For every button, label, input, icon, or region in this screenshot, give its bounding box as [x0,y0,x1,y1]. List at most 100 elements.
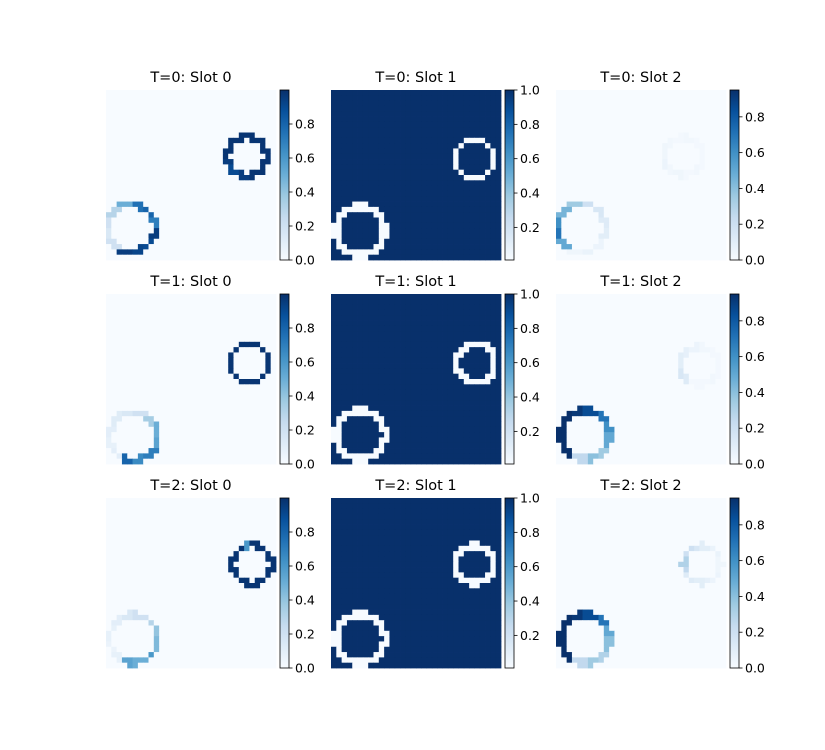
heatmap-cell [368,137,374,144]
heatmap-cell [362,384,369,391]
heatmap-cell [715,238,722,245]
heatmap-cell [469,304,475,311]
heatmap-cell [180,363,187,369]
heatmap-cell [389,164,396,171]
heatmap-cell [603,201,610,208]
heatmap-cell [410,222,417,229]
heatmap-cell [153,394,160,401]
heatmap-cell [143,217,149,224]
heatmap-cell [474,132,481,139]
heatmap-cell [368,416,374,422]
heatmap-cell [206,222,213,229]
heatmap-cell [495,132,502,139]
heatmap-cell [185,143,192,149]
heatmap-cell [720,95,727,102]
heatmap-cell [490,116,497,123]
heatmap-cell [400,164,406,171]
heatmap-cell [694,90,700,96]
heatmap-cell [699,127,706,133]
heatmap-cell [137,421,144,428]
heatmap-cell [201,185,208,192]
heatmap-cell [571,132,578,139]
heatmap-cell [426,400,433,406]
heatmap-cell [384,169,390,176]
heatmap-cell [121,100,128,107]
heatmap-cell [614,244,621,250]
heatmap-cell [222,105,229,112]
heatmap-cell [244,341,250,348]
heatmap-cell [561,111,568,117]
heatmap-cell [389,212,396,218]
heatmap-cell [384,352,390,359]
heatmap-cell [389,206,396,213]
heatmap-cell [400,254,406,261]
heatmap-cell [346,137,353,144]
heatmap-cell [137,416,144,422]
heatmap-cell [341,164,348,171]
heatmap-cell [485,363,491,369]
heatmap-cell [212,389,218,396]
heatmap-cell [495,153,502,160]
heatmap-cell [238,100,245,107]
heatmap-cell [426,294,433,300]
heatmap-cell [254,442,261,449]
heatmap-cell [362,309,369,316]
heatmap-cell [368,357,374,364]
heatmap-cell [495,206,502,213]
heatmap-cell [389,379,396,385]
heatmap-cell [249,100,256,107]
heatmap-cell [212,95,218,102]
heatmap-cell [260,180,266,187]
heatmap-cell [244,206,250,213]
heatmap-cell [265,217,272,224]
heatmap-cell [651,111,658,117]
heatmap-cell [137,206,144,213]
heatmap-cell [651,164,658,171]
heatmap-cell [421,212,428,218]
heatmap-cell [180,190,187,197]
heatmap-cell [556,159,562,165]
heatmap-cell [185,368,192,375]
heatmap-cell [175,212,181,218]
heatmap-cell [368,249,374,256]
heatmap-cell [421,432,428,438]
heatmap-cell [238,180,245,187]
heatmap-cell [212,421,218,428]
heatmap-cell [352,180,358,187]
heatmap-cell [603,217,610,224]
heatmap-cell [426,222,433,229]
heatmap-cell [362,95,369,102]
heatmap-cell [169,190,176,197]
heatmap-cell [233,190,240,197]
heatmap-cell [212,169,218,176]
heatmap-cell [222,352,229,359]
heatmap-cell [378,137,385,144]
heatmap-cell [260,352,266,359]
heatmap-cell [106,228,112,234]
heatmap-cell [463,90,470,96]
heatmap-cell [389,249,396,256]
heatmap-cell [249,294,256,300]
heatmap-cell [196,212,203,218]
heatmap-cell [479,249,486,256]
heatmap-cell [614,222,621,229]
heatmap-cell [137,175,144,181]
heatmap-cell [217,448,224,454]
heatmap-cell [704,164,711,171]
heatmap-cell [116,400,123,406]
heatmap-cell [373,137,380,144]
heatmap-cell [426,143,433,149]
heatmap-cell [265,228,272,234]
heatmap-cell [416,228,422,234]
heatmap-cell [265,105,272,112]
heatmap-cell [431,111,438,117]
heatmap-cell [495,347,502,353]
heatmap-cell [566,201,573,208]
heatmap-cell [384,175,390,181]
heatmap-cell [244,217,250,224]
heatmap-cell [490,331,497,337]
heatmap-cell [410,159,417,165]
heatmap-cell [238,111,245,117]
heatmap-cell [244,325,250,332]
heatmap-cell [694,175,700,181]
